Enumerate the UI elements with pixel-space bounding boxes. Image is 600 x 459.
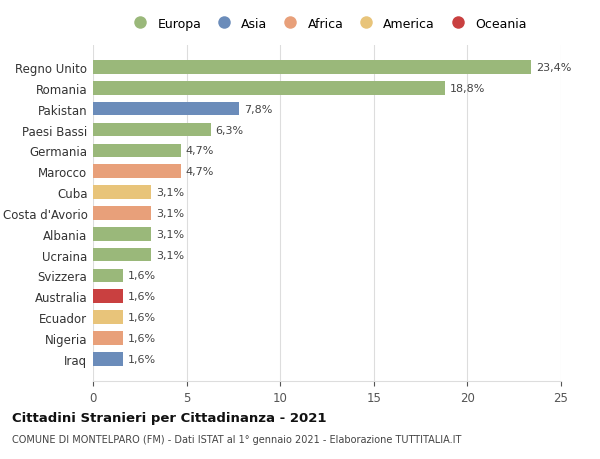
Bar [93, 123, 211, 137]
Text: 23,4%: 23,4% [536, 63, 571, 73]
Text: 7,8%: 7,8% [244, 105, 272, 114]
Bar [93, 248, 151, 262]
Text: 6,3%: 6,3% [215, 125, 244, 135]
Text: 4,7%: 4,7% [185, 167, 214, 177]
Legend: Europa, Asia, Africa, America, Oceania: Europa, Asia, Africa, America, Oceania [125, 15, 529, 33]
Bar [93, 290, 123, 303]
Text: 3,1%: 3,1% [156, 208, 184, 218]
Text: 3,1%: 3,1% [156, 250, 184, 260]
Bar [93, 103, 239, 116]
Text: 1,6%: 1,6% [128, 313, 156, 322]
Bar [93, 228, 151, 241]
Bar [93, 61, 531, 75]
Text: 4,7%: 4,7% [185, 146, 214, 156]
Bar [93, 186, 151, 199]
Text: 18,8%: 18,8% [449, 84, 485, 94]
Text: 1,6%: 1,6% [128, 291, 156, 302]
Text: Cittadini Stranieri per Cittadinanza - 2021: Cittadini Stranieri per Cittadinanza - 2… [12, 411, 326, 424]
Bar [93, 269, 123, 283]
Text: 1,6%: 1,6% [128, 271, 156, 281]
Bar [93, 331, 123, 345]
Text: 3,1%: 3,1% [156, 188, 184, 198]
Bar [93, 311, 123, 324]
Text: 1,6%: 1,6% [128, 354, 156, 364]
Text: COMUNE DI MONTELPARO (FM) - Dati ISTAT al 1° gennaio 2021 - Elaborazione TUTTITA: COMUNE DI MONTELPARO (FM) - Dati ISTAT a… [12, 434, 461, 444]
Bar [93, 352, 123, 366]
Bar [93, 165, 181, 179]
Text: 3,1%: 3,1% [156, 229, 184, 239]
Bar [93, 82, 445, 95]
Bar [93, 207, 151, 220]
Bar [93, 144, 181, 158]
Text: 1,6%: 1,6% [128, 333, 156, 343]
